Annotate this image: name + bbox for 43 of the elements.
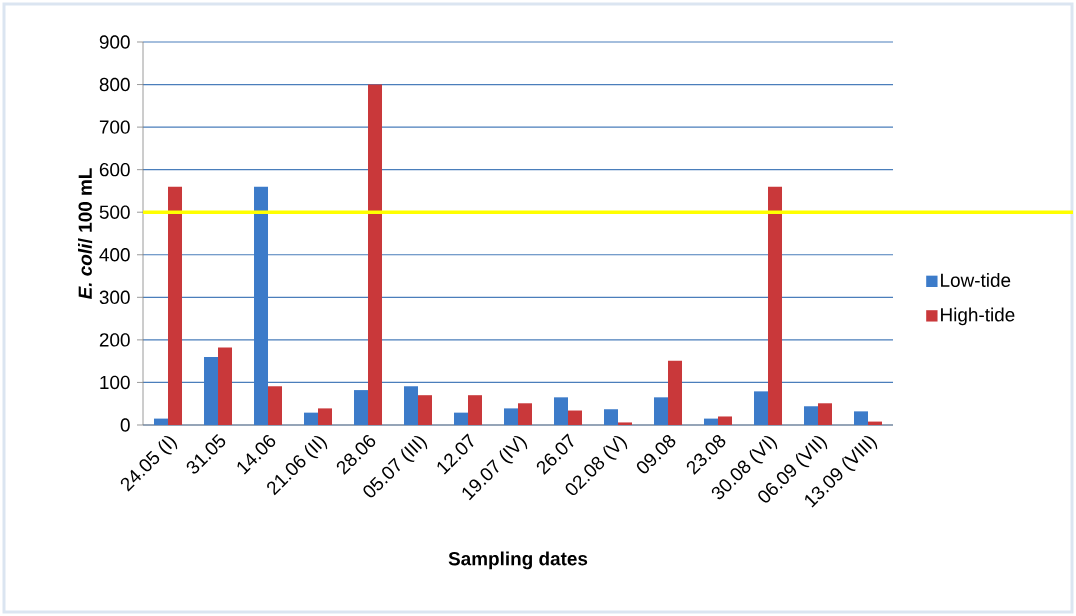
x-axis-title: Sampling dates xyxy=(448,551,588,570)
y-tick-label: 500 xyxy=(99,205,130,219)
y-tick-label: 0 xyxy=(120,418,130,432)
bar xyxy=(618,422,633,425)
bar xyxy=(504,408,519,425)
bar xyxy=(554,397,569,425)
bar xyxy=(854,411,869,425)
bar xyxy=(468,395,483,425)
bar xyxy=(768,186,783,425)
bar xyxy=(368,84,383,425)
bar xyxy=(518,403,533,425)
bar xyxy=(454,412,469,425)
legend-label: High-tide xyxy=(941,307,1015,326)
bar xyxy=(268,386,283,425)
bar xyxy=(604,409,619,425)
y-tick-label: 400 xyxy=(99,248,130,262)
bar xyxy=(818,403,833,425)
bar xyxy=(718,416,733,425)
y-tick-label: 600 xyxy=(99,162,130,177)
y-tick-label: 700 xyxy=(99,120,130,134)
bar xyxy=(654,397,669,425)
bar xyxy=(804,406,819,425)
bar xyxy=(254,186,269,425)
y-tick-label: 300 xyxy=(99,290,130,305)
bar xyxy=(204,356,219,425)
bar xyxy=(318,408,333,425)
bar xyxy=(668,360,683,425)
bar xyxy=(404,386,419,425)
bar xyxy=(218,347,233,425)
y-tick-label: 100 xyxy=(100,375,130,390)
bar xyxy=(154,418,169,425)
bar xyxy=(754,391,769,425)
legend-label: Low-tide xyxy=(941,273,1011,287)
y-tick-label: 900 xyxy=(99,35,130,49)
y-tick-label: 200 xyxy=(99,333,130,347)
bar xyxy=(354,390,369,425)
y-axis-title: E. coli/ 100 mL xyxy=(78,168,93,300)
bar xyxy=(704,418,719,425)
bar xyxy=(168,186,183,425)
bar xyxy=(304,412,319,425)
bar xyxy=(568,410,583,425)
y-tick-label: 800 xyxy=(99,77,130,92)
bar xyxy=(418,395,433,425)
